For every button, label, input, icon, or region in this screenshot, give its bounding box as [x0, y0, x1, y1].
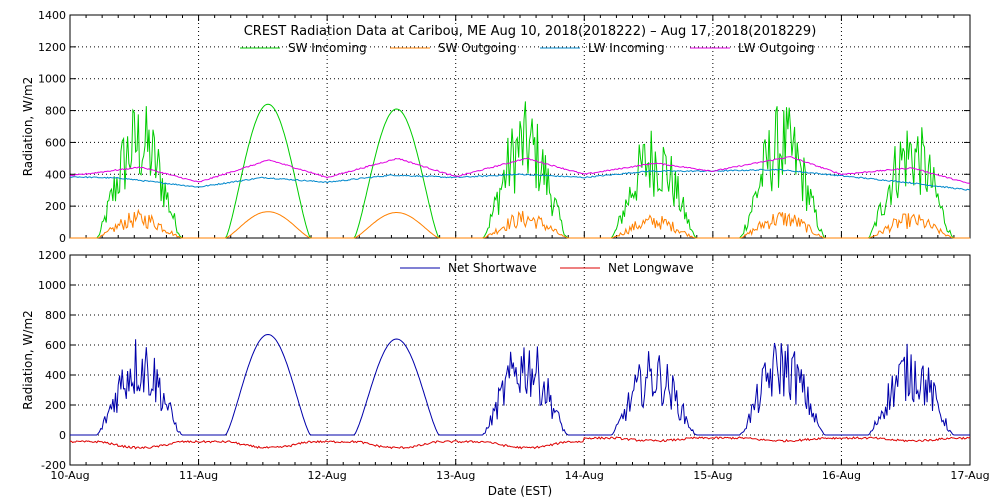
y-tick-label: 800: [45, 309, 66, 322]
x-axis-label: Date (EST): [488, 484, 552, 498]
series-line-lw-outgoing: [69, 156, 971, 185]
plot-frame: [69, 254, 971, 466]
x-tick-label: 15-Aug: [693, 469, 732, 482]
y-tick-label: 200: [45, 200, 66, 213]
x-tick-label: 11-Aug: [179, 469, 218, 482]
legend-label: LW Outgoing: [738, 41, 815, 55]
y-tick-label: 1400: [38, 9, 66, 22]
y-tick-label: 1200: [38, 249, 66, 262]
chart-title: CREST Radiation Data at Caribou, ME Aug …: [244, 24, 817, 39]
series-line-lw-incoming: [69, 168, 971, 191]
y-tick-label: 600: [45, 136, 66, 149]
y-tick-label: 1000: [38, 73, 66, 86]
y-tick-label: 0: [59, 429, 66, 442]
legend-label: SW Outgoing: [438, 41, 517, 55]
legend-label: LW Incoming: [588, 41, 665, 55]
y-axis-label: Radiation, W/m2: [21, 310, 35, 410]
legend-label: SW Incoming: [288, 41, 367, 55]
y-tick-label: 0: [59, 232, 66, 245]
series-line-sw-incoming: [70, 101, 970, 239]
x-tick-label: 13-Aug: [436, 469, 475, 482]
y-tick-label: 600: [45, 339, 66, 352]
series-line-net-shortwave: [70, 333, 970, 436]
x-tick-label: 10-Aug: [50, 469, 89, 482]
y-tick-label: 1000: [38, 279, 66, 292]
x-tick-label: 14-Aug: [565, 469, 604, 482]
y-tick-label: 200: [45, 399, 66, 412]
y-tick-label: 400: [45, 369, 66, 382]
legend-label: Net Longwave: [608, 261, 694, 275]
y-tick-label: -200: [41, 459, 66, 472]
series-line-net-longwave: [69, 436, 971, 450]
y-tick-label: 400: [45, 168, 66, 181]
legend-label: Net Shortwave: [448, 261, 537, 275]
x-tick-label: 17-Aug: [950, 469, 989, 482]
x-tick-label: 12-Aug: [308, 469, 347, 482]
y-tick-label: 1200: [38, 41, 66, 54]
x-tick-label: 16-Aug: [822, 469, 861, 482]
series-line-sw-outgoing: [70, 208, 970, 239]
y-tick-label: 800: [45, 105, 66, 118]
y-axis-label: Radiation, W/m2: [21, 77, 35, 177]
